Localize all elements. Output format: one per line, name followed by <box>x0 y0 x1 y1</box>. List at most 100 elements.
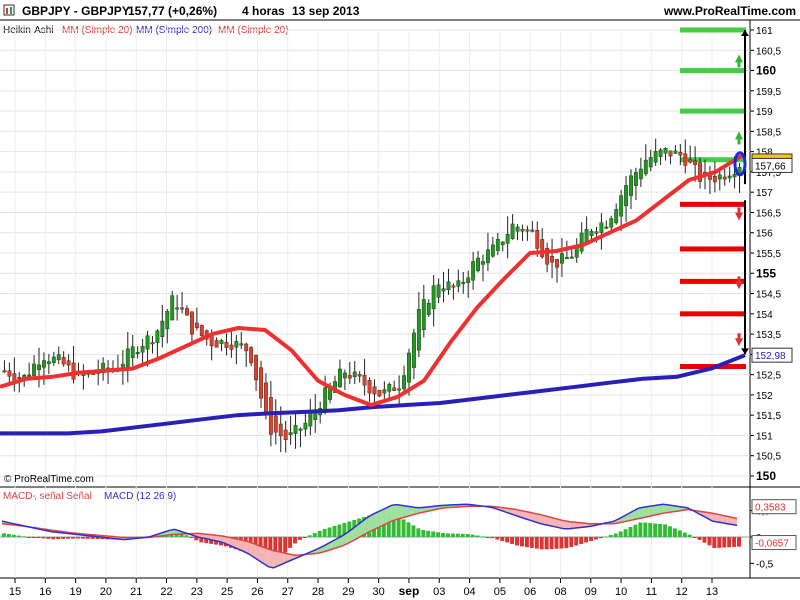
x-tick-label: sep <box>399 584 420 598</box>
candle-body <box>505 233 510 244</box>
site-url[interactable]: www.ProRealTime.com <box>663 4 796 18</box>
candle-body <box>392 387 397 391</box>
price-tag-label: 157,66 <box>755 161 786 172</box>
macd-y-tick-label: -0,5 <box>756 559 774 570</box>
macd-cloud <box>653 505 659 516</box>
candle-body <box>451 285 456 288</box>
macd-histogram-bar <box>56 537 61 540</box>
macd-histogram-bar <box>307 535 312 537</box>
support-level <box>680 246 746 252</box>
candle-body <box>2 370 7 373</box>
x-tick-label: 16 <box>39 586 51 598</box>
y-tick-label: 161 <box>756 26 773 37</box>
macd-axis: 0,50-0,50,3583-0,0657 <box>750 499 797 570</box>
candle-body <box>283 429 288 440</box>
macd-cloud <box>238 539 244 552</box>
candle-body <box>372 386 377 395</box>
candle-body <box>668 150 673 157</box>
candle-body <box>219 340 224 345</box>
triangle-down-icon <box>735 212 743 221</box>
current-price-ring <box>733 151 747 177</box>
arrow-up-icon <box>741 30 749 36</box>
candle-body <box>515 226 520 232</box>
y-tick-label: 151 <box>756 431 773 442</box>
macd-histogram-bar <box>322 528 327 537</box>
macd-histogram-bar <box>460 533 465 537</box>
macd-histogram-bar <box>288 537 293 548</box>
ma200-line <box>0 353 746 436</box>
price-axis[interactable]: 161 160,5 160 159,5 159 158,5 158 157,5 157 156,5… <box>750 26 781 483</box>
candle-body <box>461 281 466 284</box>
macd-histogram-bar <box>61 537 66 539</box>
candle-body <box>278 423 283 437</box>
macd-histogram-bar <box>574 537 579 546</box>
macd-cloud <box>702 511 708 519</box>
x-tick-label: 19 <box>69 586 81 598</box>
macd-histogram-bar <box>707 537 712 546</box>
candle-body <box>693 160 698 165</box>
candle-body <box>347 375 352 379</box>
macd-cloud <box>539 514 545 525</box>
macd-histogram-bar <box>495 537 500 540</box>
candle-body <box>446 281 451 291</box>
x-tick-label: 28 <box>312 586 324 598</box>
candle-body <box>441 288 446 292</box>
header-bar: GBPJPY - GBPJPY 157,77 (+0,26%) 4 horas … <box>3 4 796 18</box>
macd-histogram-bar <box>441 533 446 537</box>
macd-histogram-bar <box>446 533 450 537</box>
candle-body <box>560 253 564 264</box>
macd-histogram-bar <box>658 523 663 537</box>
macd-histogram-bar <box>539 537 544 550</box>
candle-body <box>712 175 717 183</box>
y-tick-label: 157 <box>756 188 773 199</box>
x-tick-label: 22 <box>160 586 172 598</box>
macd-cloud <box>564 520 570 529</box>
macd-line <box>1 503 738 569</box>
macd-histogram-bar <box>416 528 421 537</box>
candle-body <box>653 151 658 163</box>
candle-body <box>259 367 263 399</box>
candle-body <box>466 277 471 283</box>
candle-body <box>619 195 624 217</box>
candle-body <box>180 307 184 310</box>
support-level <box>680 311 746 317</box>
timeframe: 4 horas <box>242 4 285 18</box>
y-tick-label: 155,5 <box>756 249 781 260</box>
macd-histogram-bar <box>618 531 623 537</box>
macd-histogram-bar <box>668 526 672 537</box>
y-tick-label: 159 <box>756 107 773 118</box>
candle-body <box>673 150 678 154</box>
macd-histogram-bar <box>293 537 298 544</box>
macd-histogram-bar <box>80 537 85 539</box>
macd-histogram-bar <box>692 537 697 538</box>
macd-histogram-bar <box>302 537 307 538</box>
macd-tag-label: 0,3583 <box>755 503 786 514</box>
candle-body <box>145 335 150 350</box>
header-icon <box>3 4 15 16</box>
resistance-level <box>680 68 746 74</box>
time-axis[interactable]: 15 16 19 20 21 22 23 25 26 27 28 29 30 sep 03 04 05 06 08 0… <box>9 578 718 598</box>
marker-stem <box>737 138 741 145</box>
macd-params: MACD (12 26 9) <box>104 491 176 502</box>
candle-body <box>387 383 392 392</box>
x-tick-label: 03 <box>433 586 445 598</box>
y-tick-label: 157,5 <box>756 168 781 179</box>
candle-body <box>530 229 535 232</box>
macd-histogram-bar <box>90 537 95 539</box>
macd-cloud <box>732 517 738 526</box>
candle-body <box>362 375 367 386</box>
candle-body <box>426 302 431 315</box>
candle-body <box>61 357 66 365</box>
macd-cloud <box>337 535 343 548</box>
macd-histogram-bar <box>189 537 194 538</box>
macd-cloud <box>574 522 580 529</box>
triangle-up-icon <box>735 54 743 63</box>
macd-histogram-bar <box>663 524 668 537</box>
macd-histogram-bar <box>554 537 559 549</box>
macd-cloud <box>401 505 407 518</box>
y-tick-label: 158 <box>756 148 773 159</box>
x-tick-label: 23 <box>191 586 203 598</box>
macd-histogram-bar <box>717 537 722 548</box>
candle-body <box>32 363 36 376</box>
